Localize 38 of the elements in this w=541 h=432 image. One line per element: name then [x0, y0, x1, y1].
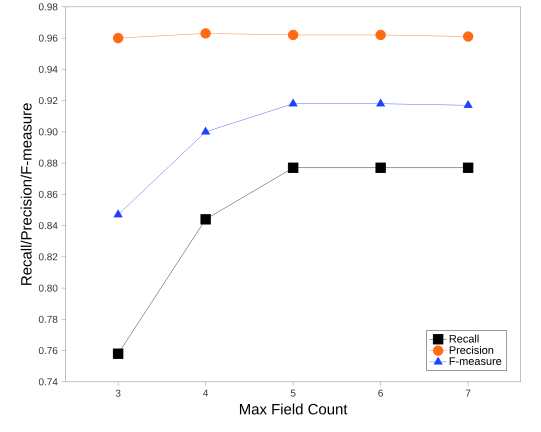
point	[376, 98, 386, 106]
y-tick-label: 0.78	[38, 316, 58, 323]
y-tick-label: 0.76	[38, 347, 58, 354]
point	[201, 126, 210, 135]
legend-label: F-measure	[450, 357, 502, 366]
y-tick-label: 0.94	[38, 66, 58, 73]
x-tick-label: 7	[466, 390, 470, 397]
y-tick-label: 0.96	[38, 34, 58, 42]
point	[375, 162, 386, 174]
y-tick-label: 0.88	[38, 160, 58, 167]
point	[200, 214, 211, 225]
x-axis-title: Max Field Count	[240, 404, 348, 415]
y-tick-label: 0.80	[38, 284, 58, 292]
point	[200, 28, 211, 39]
point	[288, 162, 298, 174]
legend-label: Precision	[450, 346, 494, 354]
x-tick-label: 3	[116, 390, 120, 397]
point	[375, 30, 386, 40]
point	[288, 98, 298, 106]
y-tick-label: 0.86	[38, 190, 58, 198]
point	[462, 31, 474, 42]
y-tick-label: 0.90	[38, 128, 58, 136]
x-tick-label: 5	[290, 390, 296, 397]
legend-label: Recall	[450, 334, 479, 343]
y-tick-label: 0.84	[38, 222, 58, 230]
point	[114, 210, 123, 218]
point	[288, 30, 298, 40]
x-tick-label: 4	[203, 390, 208, 397]
y-tick-label: 0.74	[38, 378, 58, 386]
y-tick-label: 0.82	[38, 253, 58, 260]
y-tick-label: 0.92	[38, 97, 58, 104]
point	[112, 32, 124, 44]
y-axis-title: Recall/Precision/F-measure	[20, 103, 32, 285]
point	[464, 100, 473, 108]
point	[112, 348, 124, 359]
y-tick-label: 0.98	[38, 3, 58, 10]
point	[462, 162, 474, 174]
x-tick-label: 6	[378, 390, 383, 397]
